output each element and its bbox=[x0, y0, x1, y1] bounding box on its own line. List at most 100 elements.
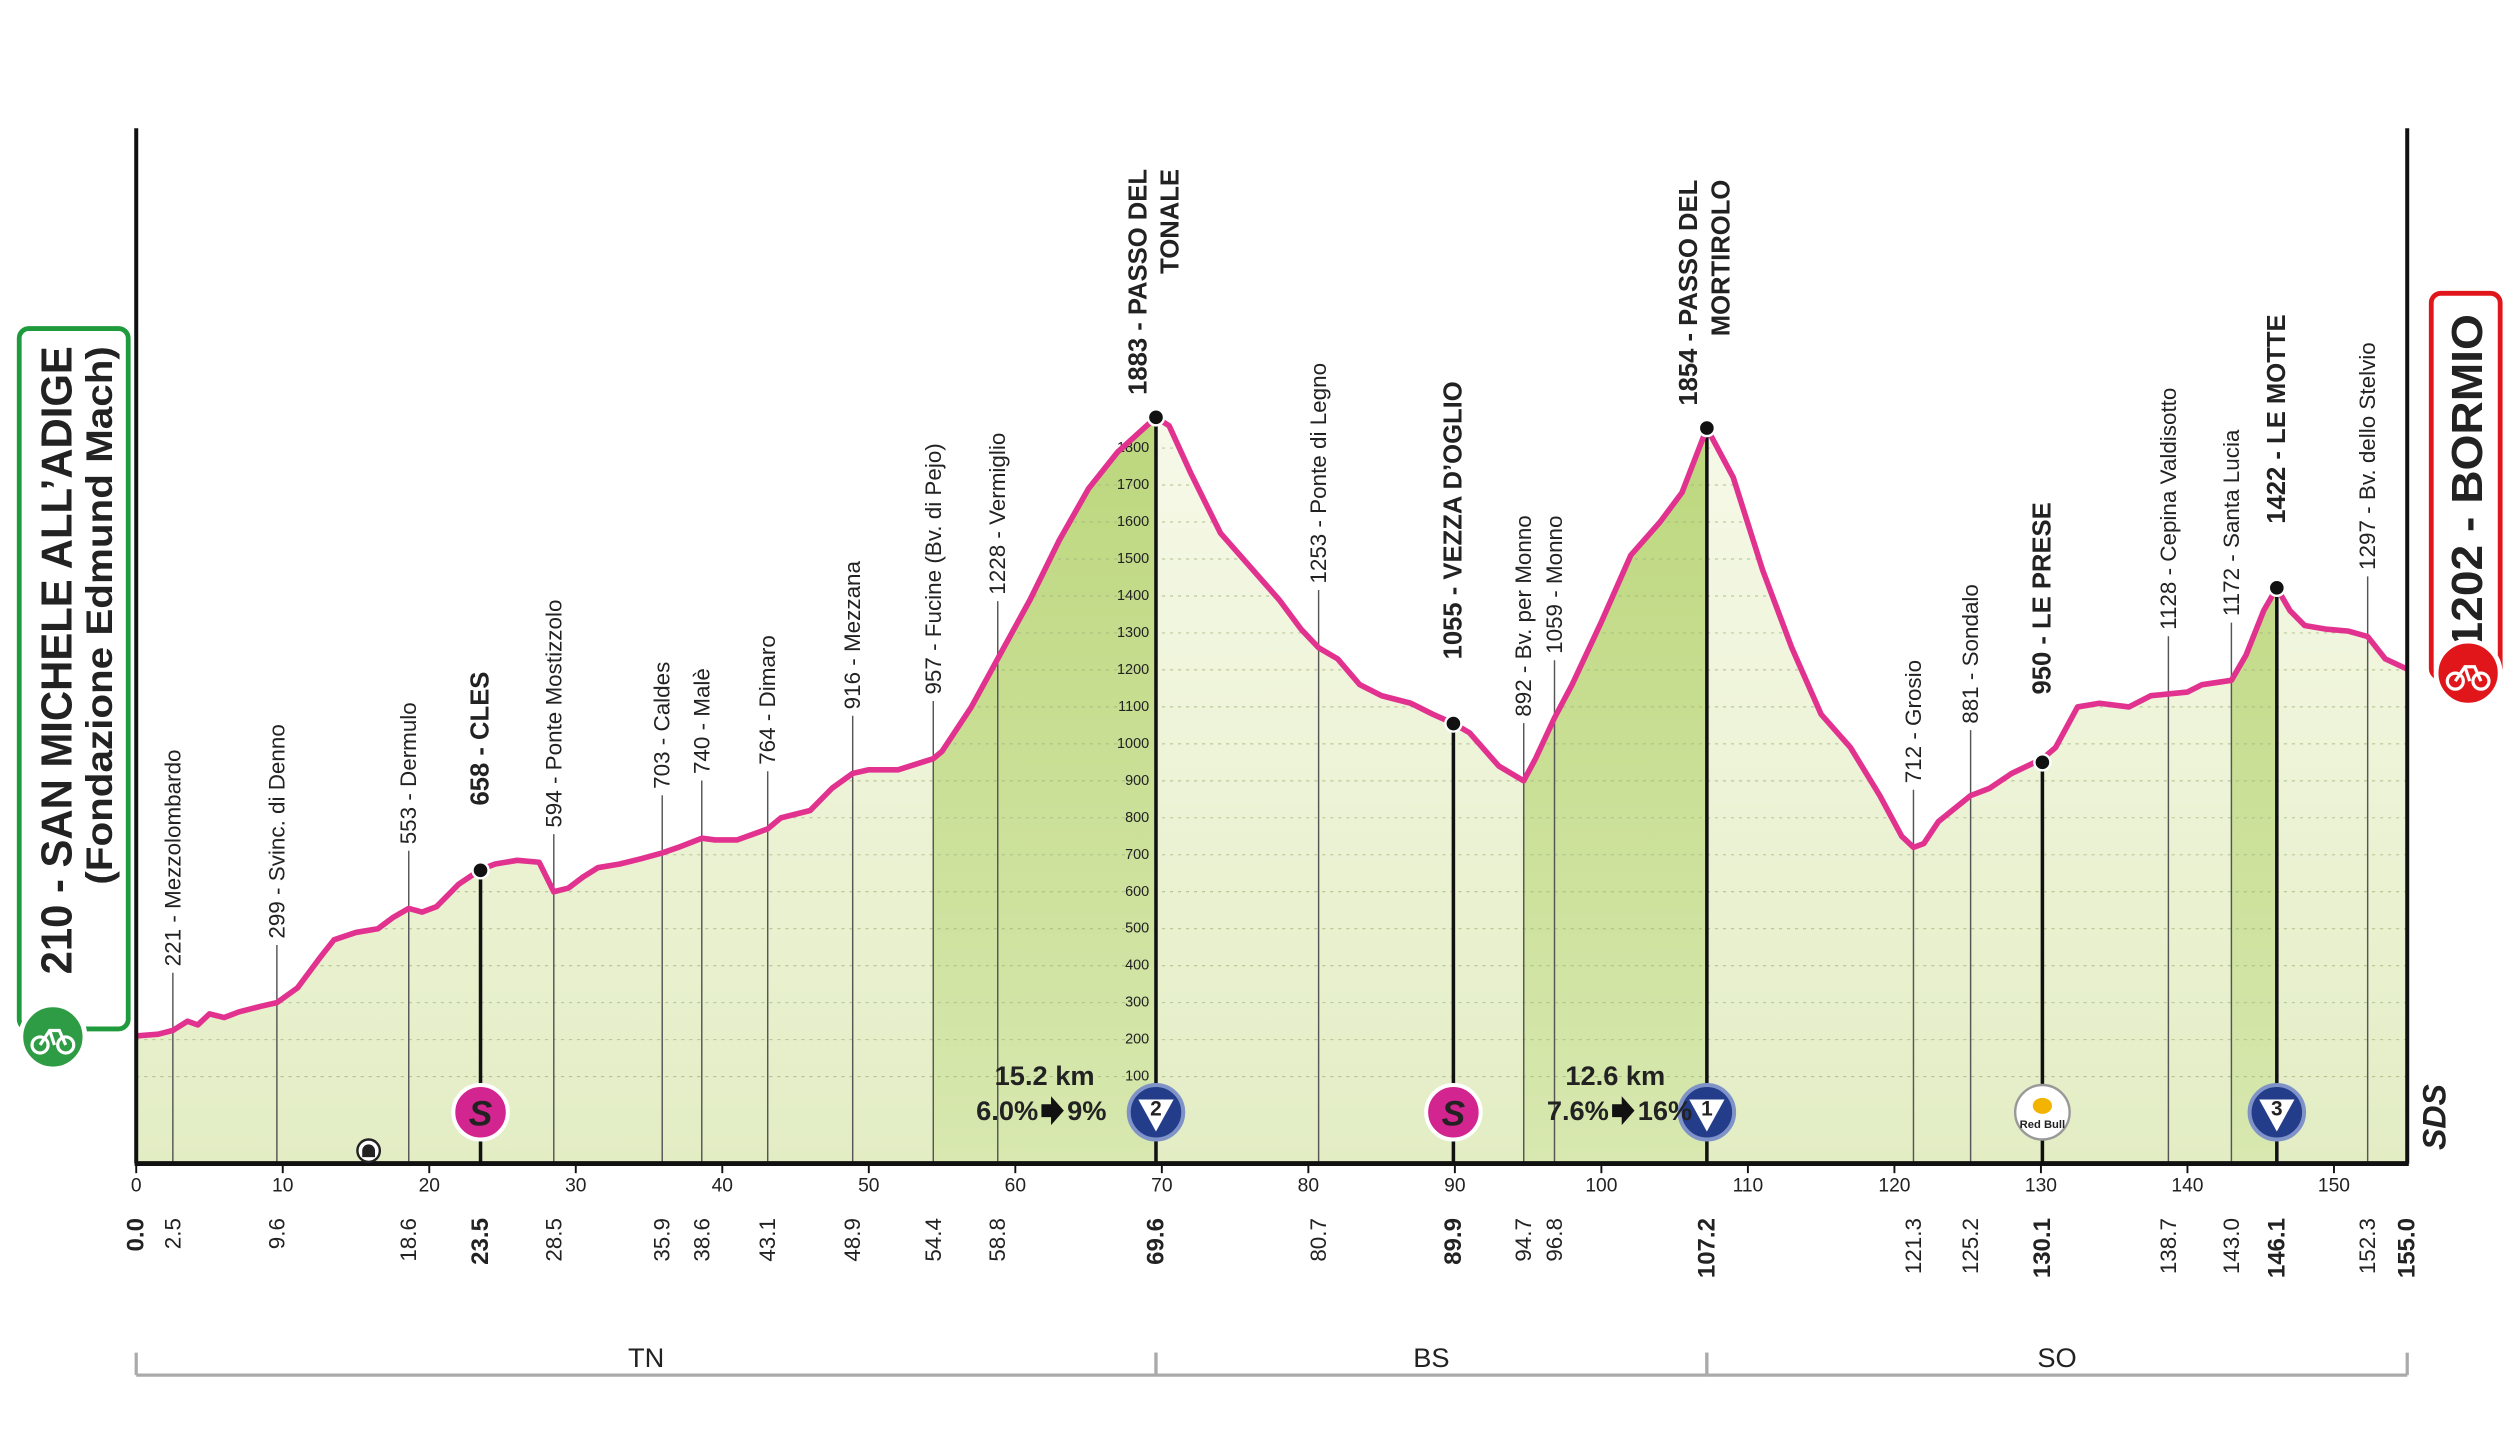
plot-area: 1002003004005006007008009001000110012001… bbox=[123, 169, 2421, 1377]
km-label: 152.3 bbox=[2355, 1218, 2380, 1274]
waypoint-label: 1883 - PASSO DEL bbox=[1124, 169, 1152, 395]
finish-title: 1202 - BORMIO bbox=[2444, 314, 2492, 647]
climb-arrow bbox=[1612, 1096, 1635, 1126]
y-tick-label: 1700 bbox=[1117, 477, 1149, 493]
badge-text: 1 bbox=[1701, 1098, 1713, 1121]
y-tick-label: 1400 bbox=[1117, 588, 1149, 604]
km-label: 0.0 bbox=[123, 1218, 150, 1251]
waypoint-label: 1055 - VEZZA D’OGLIO bbox=[1439, 381, 1467, 659]
km-label: 38.6 bbox=[689, 1218, 714, 1262]
waypoint-label: 594 - Ponte Mostizzolo bbox=[541, 600, 566, 828]
waypoint-label: 881 - Sondalo bbox=[1958, 584, 1983, 724]
badge-text: Red Bull bbox=[2020, 1119, 2065, 1131]
climb-fill bbox=[2231, 587, 2277, 1164]
x-tick-label: 0 bbox=[131, 1175, 142, 1196]
climb-fill bbox=[933, 417, 1156, 1164]
waypoint-dot bbox=[471, 861, 490, 880]
x-tick-label: 110 bbox=[1733, 1175, 1764, 1196]
x-tick-label: 50 bbox=[858, 1175, 879, 1196]
x-tick-label: 80 bbox=[1298, 1175, 1319, 1196]
y-tick-label: 1200 bbox=[1117, 662, 1149, 678]
badge-text: S bbox=[469, 1094, 493, 1133]
climb-gradient: 6.0% bbox=[976, 1095, 1038, 1126]
badge-text: S bbox=[1442, 1094, 1466, 1133]
km-label: 155.0 bbox=[2394, 1218, 2421, 1278]
y-tick-label: 300 bbox=[1125, 995, 1149, 1011]
climb-area bbox=[933, 417, 1156, 1164]
climb-max: 9% bbox=[1067, 1095, 1106, 1126]
y-tick-label: 1300 bbox=[1117, 625, 1149, 641]
km-label: 54.4 bbox=[921, 1218, 946, 1262]
y-tick-label: 1600 bbox=[1117, 514, 1149, 530]
km-label: 58.8 bbox=[985, 1218, 1010, 1262]
x-tick-label: 10 bbox=[272, 1175, 293, 1196]
badge-triangle bbox=[1138, 1099, 1174, 1132]
waypoint-label: 1228 - Vermiglio bbox=[985, 433, 1010, 595]
climb-gradient: 7.6% bbox=[1547, 1095, 1609, 1126]
badge-text: 2 bbox=[1150, 1098, 1162, 1121]
waypoint-label: 1128 - Cepina Valdisotto bbox=[2156, 388, 2181, 630]
sprint-badge bbox=[1424, 1083, 1483, 1142]
km-label: 69.6 bbox=[1142, 1218, 1169, 1265]
waypoint-label: 1854 - PASSO DEL bbox=[1675, 180, 1703, 406]
y-tick-label: 900 bbox=[1125, 773, 1149, 789]
waypoint-label: 703 - Caldes bbox=[650, 662, 675, 789]
finish-box: 1202 - BORMIO bbox=[2428, 290, 2503, 708]
region-label: TN bbox=[628, 1342, 664, 1373]
y-tick-label: 400 bbox=[1125, 958, 1149, 974]
waypoint-label: 1297 - Bv. dello Stelvio bbox=[2355, 342, 2380, 570]
waypoint-dot bbox=[1444, 714, 1463, 733]
climb-fill bbox=[1523, 428, 1707, 1164]
x-tick-label: 120 bbox=[1878, 1175, 1910, 1196]
profile-area bbox=[136, 417, 2408, 1164]
waypoint-label: 950 - LE PRESE bbox=[2028, 502, 2056, 694]
km-label: 125.2 bbox=[1958, 1218, 1983, 1274]
km-label: 43.1 bbox=[755, 1218, 780, 1262]
x-tick-label: 140 bbox=[2171, 1175, 2203, 1196]
climb-length: 15.2 km bbox=[995, 1060, 1095, 1091]
waypoint-label: 1253 - Ponte di Legno bbox=[1306, 363, 1331, 584]
logo: SDS bbox=[2416, 1084, 2452, 1151]
climb-length: 12.6 km bbox=[1565, 1060, 1665, 1091]
waypoint-label: 916 - Mezzana bbox=[840, 560, 865, 709]
x-tick-label: 150 bbox=[2318, 1175, 2350, 1196]
bonus-sun bbox=[2032, 1097, 2053, 1114]
start-subtitle: (Fondazione Edmund Mach) bbox=[79, 346, 120, 885]
x-tick-label: 100 bbox=[1585, 1175, 1617, 1196]
y-tick-label: 200 bbox=[1125, 1032, 1149, 1048]
tunnel-icon bbox=[356, 1138, 382, 1164]
x-tick-label: 30 bbox=[565, 1175, 586, 1196]
x-tick-label: 90 bbox=[1444, 1175, 1465, 1196]
km-label: 130.1 bbox=[2029, 1218, 2056, 1278]
y-tick-label: 700 bbox=[1125, 847, 1149, 863]
badge-triangle bbox=[2259, 1099, 2295, 1132]
region-label: BS bbox=[1413, 1342, 1449, 1373]
km-label: 89.9 bbox=[1440, 1218, 1467, 1265]
climb-area bbox=[1523, 428, 1707, 1164]
waypoint-label: MORTIROLO bbox=[1707, 180, 1735, 337]
sprint-badge bbox=[451, 1083, 510, 1142]
y-tick-label: 800 bbox=[1125, 810, 1149, 826]
km-label: 2.5 bbox=[160, 1218, 185, 1249]
waypoint-label: 1059 - Monno bbox=[1542, 516, 1567, 654]
start-title: 210 - SAN MICHELE ALL’ADIGE bbox=[34, 346, 82, 974]
start-box: 210 - SAN MICHELE ALL’ADIGE (Fondazione … bbox=[16, 326, 131, 1072]
waypoint-label: 658 - CLES bbox=[467, 672, 495, 806]
region-label: SO bbox=[2037, 1342, 2076, 1373]
km-label: 107.2 bbox=[1693, 1218, 1720, 1278]
km-label: 121.3 bbox=[1901, 1218, 1926, 1274]
waypoint-label: 553 - Dermulo bbox=[396, 702, 421, 844]
waypoint-dot bbox=[1146, 408, 1166, 427]
waypoint-label: 221 - Mezzolombardo bbox=[160, 749, 185, 966]
y-tick-label: 600 bbox=[1125, 884, 1149, 900]
waypoint-label: 764 - Dimaro bbox=[755, 635, 780, 765]
x-tick-label: 130 bbox=[2025, 1175, 2057, 1196]
km-label: 138.7 bbox=[2156, 1218, 2181, 1274]
km-label: 143.0 bbox=[2219, 1218, 2244, 1274]
badge-triangle bbox=[1689, 1099, 1725, 1132]
y-tick-label: 500 bbox=[1125, 921, 1149, 937]
y-tick-label: 1000 bbox=[1117, 736, 1149, 752]
waypoint-dot bbox=[1697, 418, 1717, 438]
